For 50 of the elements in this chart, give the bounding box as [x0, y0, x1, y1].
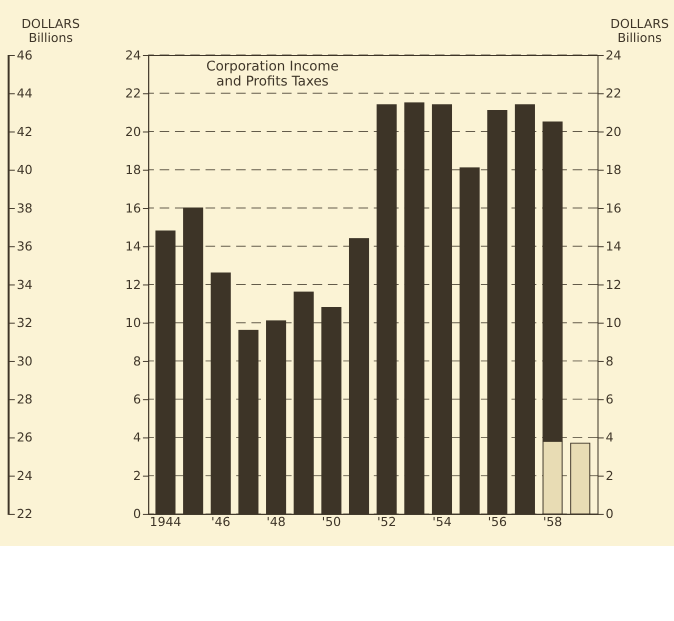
x-tick-label: '52 — [377, 514, 396, 529]
x-tick-label: '50 — [322, 514, 342, 529]
y-tick-label: 18 — [125, 162, 142, 178]
y2-tick-label: 4 — [606, 430, 614, 445]
y-tick-label: 12 — [125, 276, 142, 292]
y3-tick-label: 34 — [16, 276, 33, 292]
y2-axis-title: DOLLARS Billions — [610, 16, 669, 46]
y2-tick-label: 16 — [606, 200, 622, 216]
y3-tick-label: 44 — [16, 86, 33, 101]
x-tick-label: '46 — [211, 514, 230, 529]
y-tick-label: 4 — [133, 430, 142, 445]
y3-tick-label: 36 — [16, 238, 33, 254]
y-tick-label: 8 — [133, 353, 142, 368]
y-tick-label: 14 — [125, 238, 142, 254]
y2-tick-label: 20 — [606, 124, 622, 139]
y2-tick-label: 12 — [606, 276, 622, 292]
y2-tick-label: 2 — [606, 468, 614, 483]
y3-tick-label: 26 — [16, 430, 33, 445]
x-tick-label: '48 — [266, 514, 286, 529]
y2-tick-label: 10 — [606, 315, 622, 330]
y3-tick-label: 38 — [16, 200, 33, 216]
x-tick-label: '56 — [488, 514, 507, 529]
y-tick-label: 0 — [133, 506, 142, 522]
y-tick-label: 20 — [125, 124, 142, 139]
y3-tick-label: 42 — [16, 124, 33, 139]
y3-tick-label: 24 — [16, 468, 33, 483]
y3-tick-label: 28 — [16, 392, 33, 406]
x-tick-label: 1944 — [150, 514, 182, 529]
y-tick-label: 10 — [125, 315, 142, 330]
y2-tick-label: 14 — [606, 238, 622, 254]
y3-tick-label: 40 — [16, 162, 33, 178]
y2-tick-label: 18 — [606, 162, 622, 178]
y3-tick-label: 30 — [16, 353, 33, 368]
y-tick-label: 6 — [133, 392, 142, 406]
y2-tick-label: 24 — [606, 47, 622, 62]
x-tick-label: '54 — [432, 514, 452, 529]
y-tick-label: 2 — [133, 468, 142, 483]
y-tick-label: 16 — [125, 200, 142, 216]
y-tick-label: 22 — [125, 86, 142, 101]
y-tick-label: 24 — [125, 47, 142, 62]
y3-tick-label: 22 — [16, 506, 33, 522]
x-tick-label: '58 — [542, 514, 562, 529]
y2-tick-label: 6 — [606, 392, 614, 406]
y3-tick-label: 46 — [16, 47, 33, 62]
y2-tick-label: 8 — [606, 353, 614, 368]
y2-tick-label: 22 — [606, 86, 622, 101]
y3-tick-label: 32 — [16, 315, 33, 330]
y2-tick-label: 0 — [606, 506, 614, 522]
y3-axis-title: DOLLARS Billions — [22, 16, 80, 46]
text: Corporation Income and Profits Taxes — [206, 59, 339, 90]
